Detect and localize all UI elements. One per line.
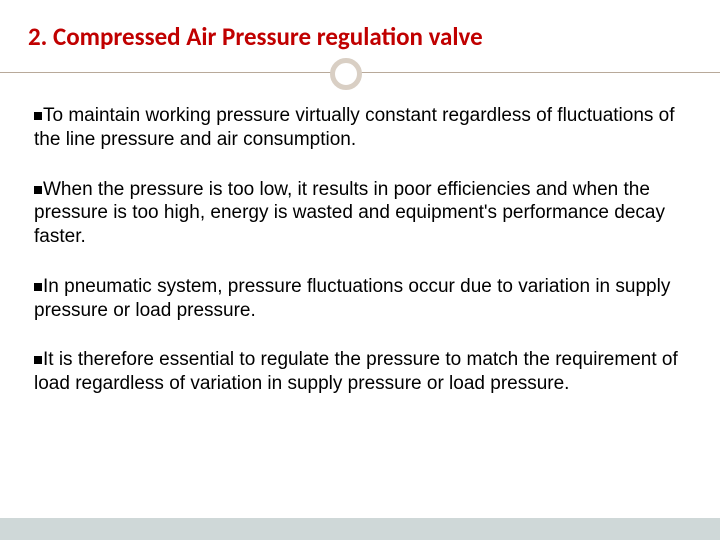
footer-band — [0, 518, 720, 540]
bullet-text: In pneumatic system, pressure fluctuatio… — [34, 276, 670, 321]
bullet-item: When the pressure is too low, it results… — [34, 178, 686, 249]
bullet-text: When the pressure is too low, it results… — [34, 179, 665, 248]
bullet-text: It is therefore essential to regulate th… — [34, 349, 678, 394]
divider-ring-icon — [330, 58, 362, 90]
square-bullet-icon — [34, 356, 42, 364]
slide-title: 2. Compressed Air Pressure regulation va… — [28, 21, 483, 52]
title-area: 2. Compressed Air Pressure regulation va… — [28, 12, 692, 60]
bullet-item: In pneumatic system, pressure fluctuatio… — [34, 275, 686, 323]
bullet-item: To maintain working pressure virtually c… — [34, 104, 686, 152]
content-area: To maintain working pressure virtually c… — [34, 104, 686, 500]
square-bullet-icon — [34, 186, 42, 194]
bullet-item: It is therefore essential to regulate th… — [34, 348, 686, 396]
square-bullet-icon — [34, 283, 42, 291]
bullet-text: To maintain working pressure virtually c… — [34, 105, 675, 150]
square-bullet-icon — [34, 112, 42, 120]
slide: 2. Compressed Air Pressure regulation va… — [0, 0, 720, 540]
